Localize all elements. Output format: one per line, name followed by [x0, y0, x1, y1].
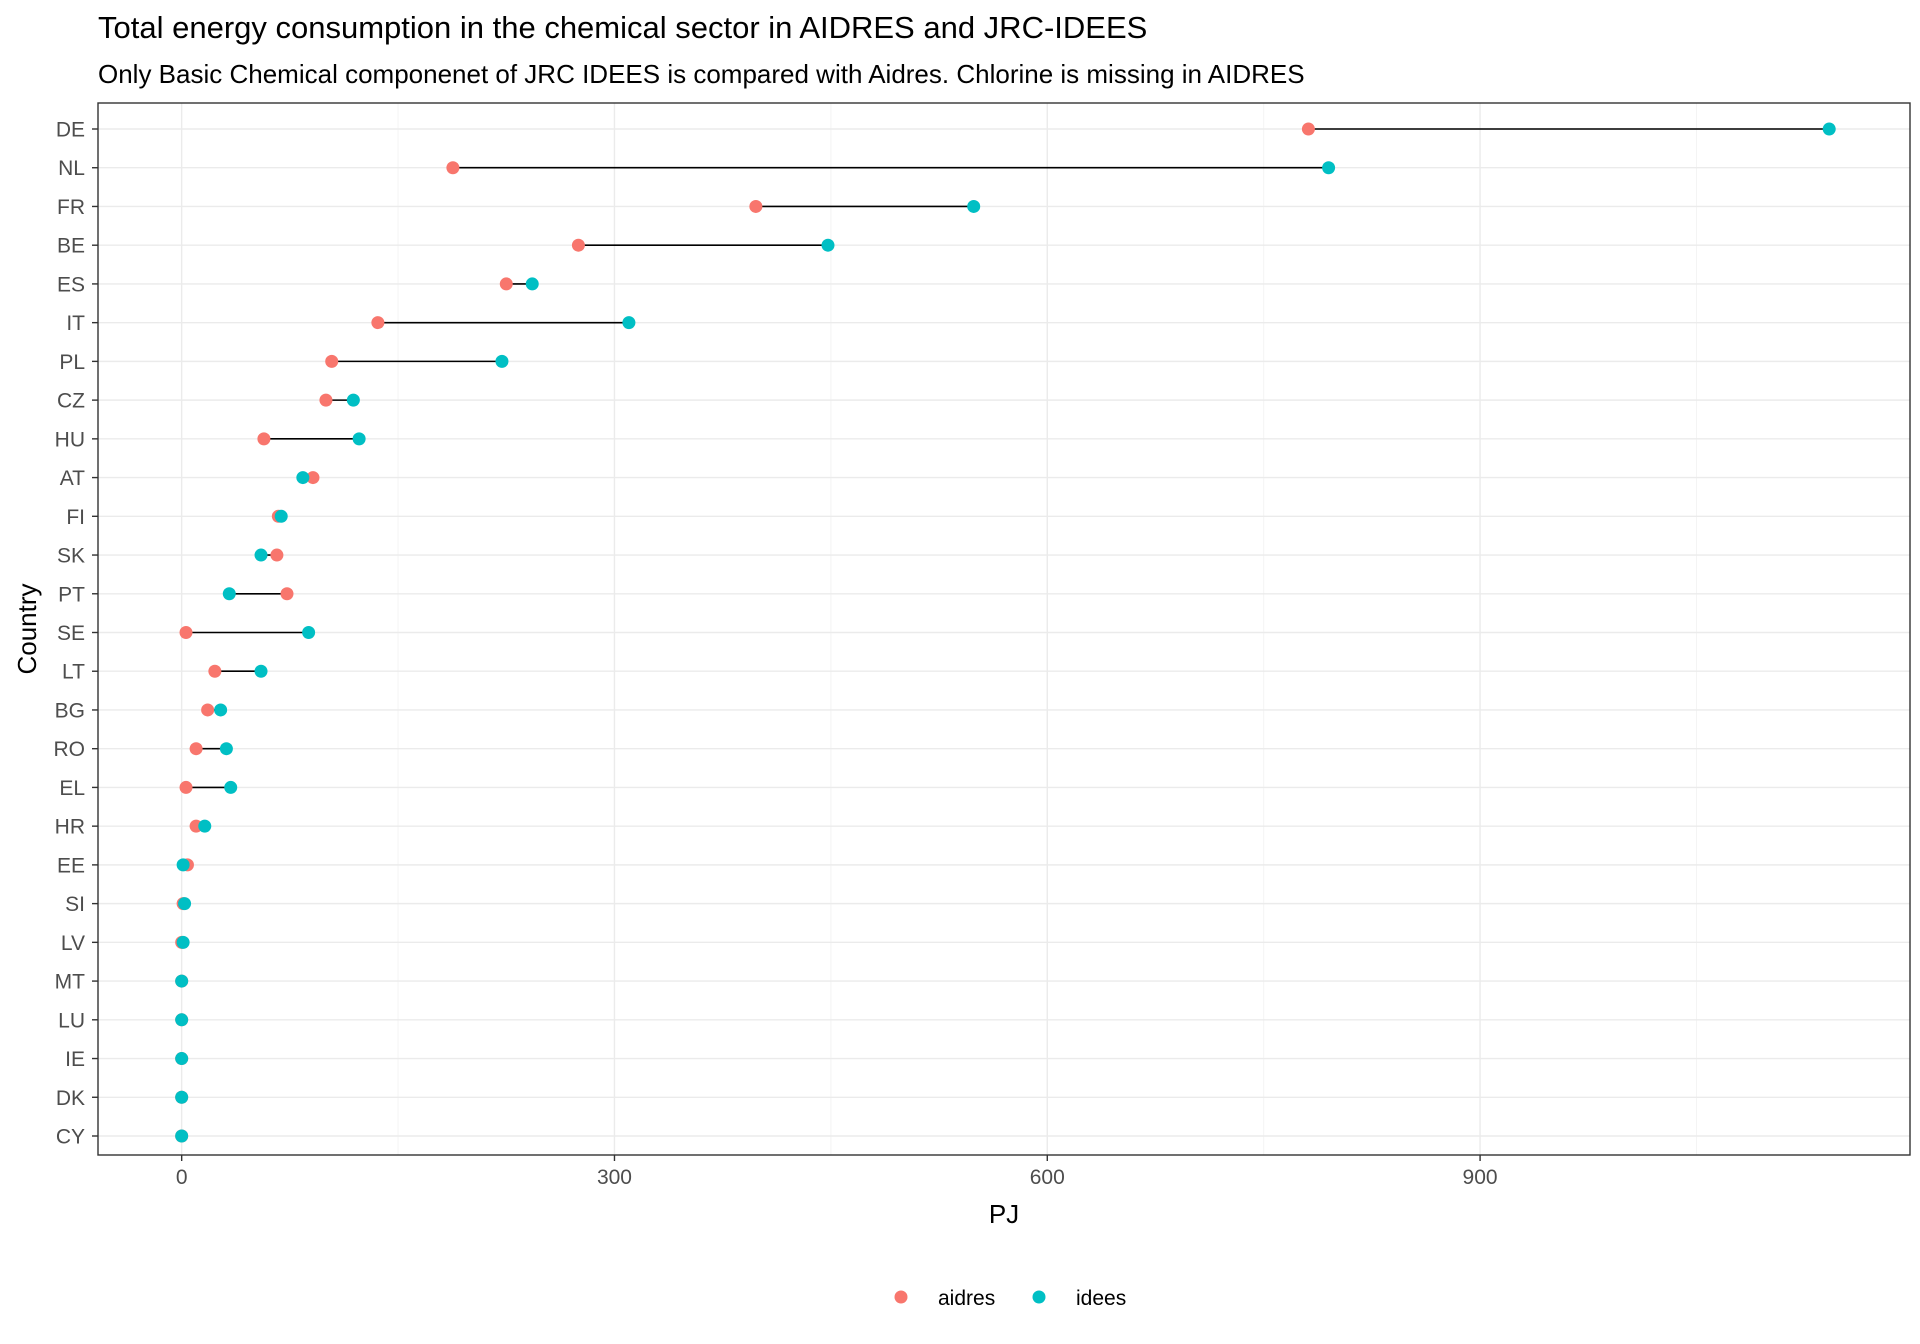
y-tick-label-cz: CZ [57, 390, 85, 413]
x-tick-label: 300 [597, 1166, 632, 1189]
y-tick-label-es: ES [57, 273, 85, 296]
y-tick-label-si: SI [65, 893, 85, 916]
legend-key-aidres [894, 1290, 908, 1304]
point-aidres-hu [257, 432, 271, 446]
point-idees-pt [222, 587, 236, 601]
y-tick-label-be: BE [57, 235, 85, 258]
point-idees-lv [176, 935, 190, 949]
point-aidres-bg [201, 703, 215, 717]
point-idees-dk [175, 1090, 189, 1104]
point-idees-pl [495, 354, 509, 368]
y-tick-label-sk: SK [57, 545, 85, 568]
y-tick-label-lv: LV [61, 932, 85, 955]
point-idees-es [525, 277, 539, 291]
point-idees-hu [352, 432, 366, 446]
y-tick-label-mt: MT [55, 971, 85, 994]
point-idees-lt [254, 664, 268, 678]
point-idees-ee [176, 858, 190, 872]
point-idees-it [622, 316, 636, 330]
point-aidres-se [179, 626, 193, 639]
point-idees-cy [175, 1129, 189, 1143]
point-idees-ie [175, 1052, 189, 1066]
point-aidres-el [179, 780, 193, 794]
plot-panel [98, 103, 1910, 1155]
y-tick-label-nl: NL [58, 157, 85, 180]
y-tick-label-ie: IE [65, 1048, 85, 1071]
chart-title: Total energy consumption in the chemical… [98, 10, 1147, 45]
point-aidres-pt [280, 587, 294, 601]
point-idees-de [1822, 122, 1836, 136]
y-tick-label-fr: FR [57, 196, 85, 219]
point-idees-el [224, 780, 238, 794]
legend: aidres idees [894, 1287, 1126, 1310]
x-tick-label: 0 [176, 1166, 188, 1189]
legend-key-idees [1032, 1290, 1046, 1304]
y-tick-label-bg: BG [55, 699, 85, 722]
plot-border [97, 102, 1911, 1156]
grid-lines [98, 103, 1910, 1155]
y-axis-ticks: DE NL FR BE ES IT PL CZ HU AT FI SK PT SE LT BG RO EL HR EE… [54, 119, 98, 1149]
y-tick-label-fi: FI [66, 506, 85, 529]
y-tick-label-pl: PL [59, 351, 85, 374]
x-axis-label: PJ [989, 1199, 1019, 1229]
x-tick-label: 600 [1030, 1166, 1065, 1189]
y-tick-label-el: EL [59, 777, 85, 800]
y-tick-label-at: AT [60, 467, 85, 490]
point-aidres-de [1301, 122, 1315, 136]
point-idees-lu [175, 1013, 189, 1027]
point-idees-fi [274, 509, 288, 523]
y-tick-label-pt: PT [58, 583, 85, 606]
y-axis-label: Country [12, 583, 42, 674]
point-idees-ro [219, 742, 233, 756]
legend-label-aidres: aidres [938, 1287, 995, 1310]
point-aidres-nl [446, 161, 460, 175]
point-aidres-cz [319, 393, 333, 407]
y-tick-label-hu: HU [55, 428, 85, 451]
y-tick-label-lu: LU [58, 1009, 85, 1032]
point-idees-se [302, 626, 316, 639]
point-aidres-sk [270, 548, 284, 562]
point-idees-fr [967, 199, 981, 213]
point-aidres-be [571, 238, 585, 252]
point-idees-cz [346, 393, 360, 407]
y-tick-label-ro: RO [54, 738, 86, 761]
point-aidres-es [499, 277, 513, 291]
point-aidres-ro [189, 742, 203, 756]
point-aidres-pl [325, 354, 339, 368]
point-aidres-at [306, 471, 320, 485]
point-idees-sk [254, 548, 268, 562]
data-points [175, 122, 1836, 1143]
x-axis-ticks: 0 300 600 900 [176, 1155, 1498, 1189]
point-aidres-it [371, 316, 385, 330]
y-tick-label-hr: HR [55, 816, 85, 839]
y-tick-label-lt: LT [62, 661, 85, 684]
y-tick-label-se: SE [57, 622, 85, 645]
x-tick-label: 900 [1463, 1166, 1498, 1189]
y-tick-label-de: DE [56, 119, 85, 142]
point-idees-si [178, 897, 192, 911]
point-idees-be [821, 238, 835, 252]
y-tick-label-cy: CY [56, 1126, 85, 1149]
point-idees-bg [214, 703, 228, 717]
y-tick-label-it: IT [66, 312, 85, 335]
legend-label-idees: idees [1076, 1287, 1126, 1310]
point-idees-nl [1322, 161, 1336, 175]
y-tick-label-ee: EE [57, 854, 85, 877]
point-idees-mt [175, 974, 189, 988]
point-idees-at [296, 471, 310, 485]
point-aidres-lt [208, 664, 222, 678]
point-aidres-fr [749, 199, 763, 213]
y-tick-label-dk: DK [56, 1087, 85, 1110]
chart-subtitle: Only Basic Chemical componenet of JRC ID… [98, 59, 1305, 89]
point-idees-hr [198, 819, 212, 833]
